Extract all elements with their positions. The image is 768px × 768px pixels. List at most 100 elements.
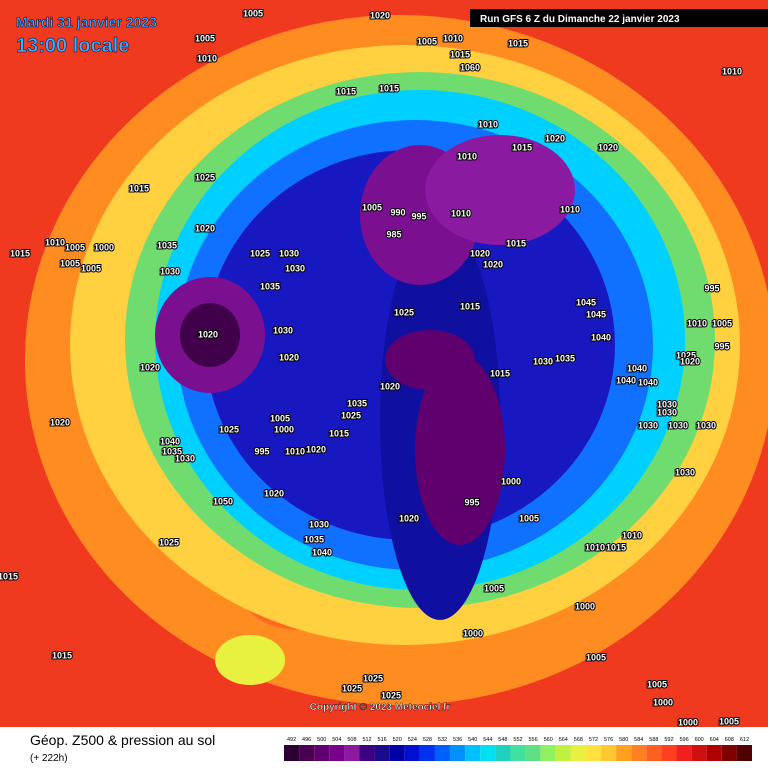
isobar-label: 1005 [81, 263, 101, 273]
scale-swatch [691, 745, 707, 761]
isobar-label: 1020 [264, 488, 284, 498]
isobar-label: 1030 [696, 420, 716, 430]
isobar-label: 1020 [279, 352, 299, 362]
scale-label: 540 [468, 737, 477, 743]
isobar-label: 1010 [443, 33, 463, 43]
forecast-date: Mardi 31 janvier 2023 [16, 14, 157, 30]
isobar-label: 1040 [312, 547, 332, 557]
scale-swatch [495, 745, 511, 761]
map-background [0, 0, 768, 727]
legend-subtitle: (+ 222h) [30, 753, 68, 764]
isobar-label: 1010 [285, 446, 305, 456]
isobar-label: 1025 [250, 248, 270, 258]
isobar-label: 995 [714, 341, 729, 351]
isobar-label: 1015 [450, 49, 470, 59]
scale-label: 572 [589, 737, 598, 743]
isobar-label: 1040 [160, 436, 180, 446]
isobar-label: 1020 [140, 362, 160, 372]
isobar-label: 1015 [490, 368, 510, 378]
isobar-label: 1040 [616, 375, 636, 385]
scale-swatch [480, 745, 496, 761]
isobar-label: 1035 [304, 534, 324, 544]
isobar-label: 1025 [219, 424, 239, 434]
isobar-label: 1010 [478, 119, 498, 129]
isobar-label: 1000 [94, 242, 114, 252]
scale-swatch [299, 745, 315, 761]
isobar-label: 1030 [309, 519, 329, 529]
isobar-label: 1030 [657, 399, 677, 409]
scale-label: 520 [393, 737, 402, 743]
scale-label: 536 [453, 737, 462, 743]
scale-label: 508 [347, 737, 356, 743]
isobar-label: 1005 [243, 8, 263, 18]
scale-swatch [661, 745, 677, 761]
isobar-label: 990 [390, 207, 405, 217]
isobar-label: 1010 [457, 151, 477, 161]
scale-label: 512 [362, 737, 371, 743]
scale-swatch [374, 745, 390, 761]
scale-swatch [404, 745, 420, 761]
scale-label: 516 [378, 737, 387, 743]
isobar-label: 1000 [501, 476, 521, 486]
legend-title: Géop. Z500 & pression au sol [30, 732, 215, 748]
scale-label: 528 [423, 737, 432, 743]
isobar-label: 1030 [160, 266, 180, 276]
isobar-label: 1035 [162, 446, 182, 456]
isobar-label: 1040 [638, 377, 658, 387]
isobar-label: 1020 [470, 248, 490, 258]
scale-swatch [676, 745, 692, 761]
scale-label: 584 [634, 737, 643, 743]
isobar-label: 1005 [719, 716, 739, 726]
isobar-label: 1005 [270, 413, 290, 423]
scale-label: 568 [574, 737, 583, 743]
isobar-label: 995 [254, 446, 269, 456]
scale-label: 548 [498, 737, 507, 743]
scale-label: 580 [619, 737, 628, 743]
isobar-label: 1030 [668, 420, 688, 430]
isobar-label: 1005 [647, 679, 667, 689]
scale-swatch [359, 745, 375, 761]
scale-label: 504 [332, 737, 341, 743]
isobar-label: 1020 [198, 329, 218, 339]
scale-label: 492 [287, 737, 296, 743]
isobar-label: 1030 [279, 248, 299, 258]
isobar-label: 1015 [52, 650, 72, 660]
scale-swatch [389, 745, 405, 761]
isobar-label: 1010 [560, 204, 580, 214]
copyright: Copyright © 2023 Meteociel.fr [310, 702, 451, 713]
isobar-label: 1035 [347, 398, 367, 408]
scale-swatch [314, 745, 330, 761]
isobar-label: 1000 [463, 628, 483, 638]
isobar-label: 1040 [591, 332, 611, 342]
isobar-label: 1005 [484, 583, 504, 593]
isobar-label: 1010 [451, 208, 471, 218]
isobar-label: 1005 [195, 33, 215, 43]
isobar-label: 1005 [712, 318, 732, 328]
scale-label: 588 [649, 737, 658, 743]
scale-label: 600 [695, 737, 704, 743]
isobar-label: 1000 [678, 717, 698, 727]
scale-label: 608 [725, 737, 734, 743]
scale-swatch [736, 745, 752, 761]
isobar-label: 1015 [379, 83, 399, 93]
isobar-label: 1010 [197, 53, 217, 63]
isobar-label: 1015 [508, 38, 528, 48]
scale-swatch [525, 745, 541, 761]
isobar-label: 1020 [545, 133, 565, 143]
scale-swatch [616, 745, 632, 761]
scale-swatch [465, 745, 481, 761]
isobar-labels: 1005 1020 1005 1010 1005 1010 1015 1015 1060 1010… [0, 7, 743, 728]
isobar-label: 1060 [460, 62, 480, 72]
isobar-label: 1005 [519, 513, 539, 523]
isobar-label: 1010 [722, 66, 742, 76]
scale-swatch [601, 745, 617, 761]
isobar-label: 1025 [676, 350, 696, 360]
run-info: Run GFS 6 Z du Dimanche 22 janvier 2023 [480, 14, 680, 25]
scale-label: 552 [513, 737, 522, 743]
isobar-label: 1050 [213, 496, 233, 506]
isobar-label: 1020 [50, 417, 70, 427]
isobar-label: 1010 [687, 318, 707, 328]
isobar-label: 1000 [653, 697, 673, 707]
scale-swatch [284, 745, 300, 761]
isobar-label: 1000 [274, 424, 294, 434]
